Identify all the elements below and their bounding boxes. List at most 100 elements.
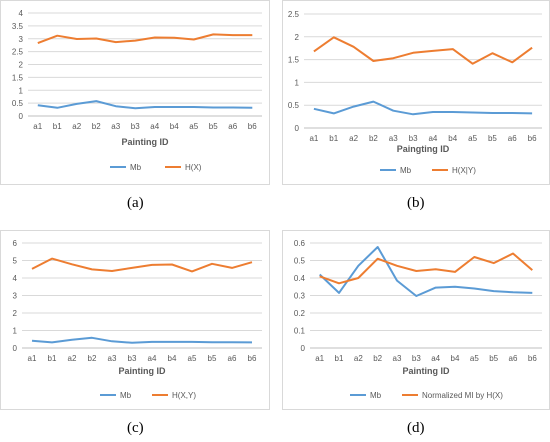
x-tick-label: b3 <box>409 134 418 143</box>
series-line <box>31 257 253 273</box>
y-tick-label: 6 <box>13 239 18 248</box>
y-tick-label: 0.1 <box>294 327 306 336</box>
chart-frame <box>0 0 270 185</box>
legend-label: H(X) <box>185 163 202 172</box>
x-tick-label: a6 <box>508 134 517 143</box>
x-tick-label: b3 <box>128 354 137 363</box>
series-line <box>313 36 533 65</box>
x-tick-label: b3 <box>412 354 421 363</box>
series-line <box>31 336 253 344</box>
x-tick-label: b5 <box>209 122 218 131</box>
x-tick-label: b1 <box>48 354 57 363</box>
x-tick-label: b1 <box>329 134 338 143</box>
x-tick-label: b6 <box>528 354 537 363</box>
legend-label: Mb <box>370 391 382 400</box>
y-tick-label: 0.5 <box>12 99 24 108</box>
y-tick-label: 1 <box>19 86 24 95</box>
series-line <box>37 33 253 45</box>
x-tick-label: b3 <box>131 122 140 131</box>
x-tick-label: a4 <box>431 354 440 363</box>
x-tick-label: a5 <box>189 122 198 131</box>
y-tick-label: 2 <box>13 309 18 318</box>
x-tick-label: b5 <box>488 134 497 143</box>
x-tick-label: b6 <box>248 122 257 131</box>
y-tick-label: 0.2 <box>294 309 306 318</box>
x-tick-label: a5 <box>470 354 479 363</box>
chart-caption: (d) <box>407 420 425 436</box>
y-tick-label: 3 <box>13 292 18 301</box>
legend-label: Mb <box>130 163 142 172</box>
x-tick-label: b1 <box>335 354 344 363</box>
x-tick-label: b6 <box>248 354 257 363</box>
chart-caption: (c) <box>127 420 144 436</box>
x-tick-label: a6 <box>509 354 518 363</box>
x-tick-label: a4 <box>428 134 437 143</box>
legend-label: Mb <box>400 166 412 175</box>
chart-svg: 0 0.1 0.2 0.3 0.4 0.5 0.6 a1 b1 a2 b2 a3 b3 a4 b4 a5 b5 a… <box>294 239 542 400</box>
x-tick-label: b2 <box>373 354 382 363</box>
legend-label: Mb <box>120 391 132 400</box>
x-tick-label: b4 <box>451 354 460 363</box>
x-tick-label: a4 <box>150 122 159 131</box>
series-line <box>313 100 533 116</box>
x-tick-label: a2 <box>72 122 81 131</box>
series-line <box>37 100 253 110</box>
x-tick-label: a4 <box>148 354 157 363</box>
legend-label: H(X|Y) <box>452 166 476 175</box>
x-axis-title: Painting ID <box>403 366 451 376</box>
y-tick-label: 0 <box>19 112 24 121</box>
x-tick-label: a1 <box>315 354 324 363</box>
y-tick-label: 1.5 <box>288 56 300 65</box>
x-tick-label: a5 <box>188 354 197 363</box>
x-tick-label: a5 <box>468 134 477 143</box>
chart-caption: (b) <box>407 195 425 211</box>
y-tick-label: 2 <box>19 61 24 70</box>
y-tick-label: 0.6 <box>294 239 306 248</box>
x-tick-label: b6 <box>528 134 537 143</box>
x-tick-label: a3 <box>389 134 398 143</box>
y-tick-label: 0 <box>13 344 18 353</box>
x-tick-label: a1 <box>28 354 37 363</box>
series-line <box>319 246 533 297</box>
chart-svg: 0 0.5 1 1.5 2 2.5 3 3.5 4 a1 b1 a2 b2 a3 b3 a4 b4 a5 b5 a6 b… <box>12 9 262 172</box>
x-tick-label: a3 <box>393 354 402 363</box>
y-tick-label: 2 <box>295 33 300 42</box>
x-tick-label: b5 <box>489 354 498 363</box>
x-tick-label: b4 <box>448 134 457 143</box>
x-tick-label: b4 <box>168 354 177 363</box>
y-tick-label: 1 <box>13 327 18 336</box>
y-tick-label: 0.5 <box>294 257 306 266</box>
series-line <box>319 252 533 285</box>
x-tick-label: a2 <box>349 134 358 143</box>
y-tick-label: 0.3 <box>294 292 306 301</box>
y-tick-label: 2.5 <box>288 10 300 19</box>
y-tick-label: 1 <box>295 78 300 87</box>
y-tick-label: 0.4 <box>294 274 306 283</box>
legend-label: Normalized MI by H(X) <box>422 391 503 400</box>
x-tick-label: a2 <box>354 354 363 363</box>
y-tick-label: 0 <box>301 344 306 353</box>
y-tick-label: 1.5 <box>12 73 24 82</box>
x-tick-label: b2 <box>369 134 378 143</box>
x-tick-label: b5 <box>208 354 217 363</box>
y-tick-label: 4 <box>19 9 24 18</box>
x-tick-label: a1 <box>33 122 42 131</box>
x-axis-title: Paingting ID <box>397 144 450 154</box>
x-tick-label: a3 <box>108 354 117 363</box>
x-tick-label: a6 <box>228 122 237 131</box>
y-tick-label: 2.5 <box>12 48 24 57</box>
x-tick-label: b4 <box>170 122 179 131</box>
x-tick-label: b2 <box>88 354 97 363</box>
x-tick-label: a1 <box>309 134 318 143</box>
chart-svg: 0 1 2 3 4 5 6 a1 b1 a2 b2 a3 b3 a4 b4 a5 b5 a6 b6 Painting … <box>13 239 262 400</box>
x-tick-label: a6 <box>228 354 237 363</box>
chart-caption: (a) <box>127 195 144 211</box>
y-tick-label: 3.5 <box>12 22 24 31</box>
chart-svg: 0 0.5 1 1.5 2 2.5 a1 b1 a2 b2 a3 b3 a4 b4 a5 b5 a6 b6 Pain… <box>288 10 542 175</box>
x-axis-title: Painting ID <box>119 366 167 376</box>
y-tick-label: 5 <box>13 257 18 266</box>
y-tick-label: 0.5 <box>288 101 300 110</box>
x-tick-label: a2 <box>68 354 77 363</box>
legend-label: H(X,Y) <box>172 391 196 400</box>
y-tick-label: 4 <box>13 274 18 283</box>
